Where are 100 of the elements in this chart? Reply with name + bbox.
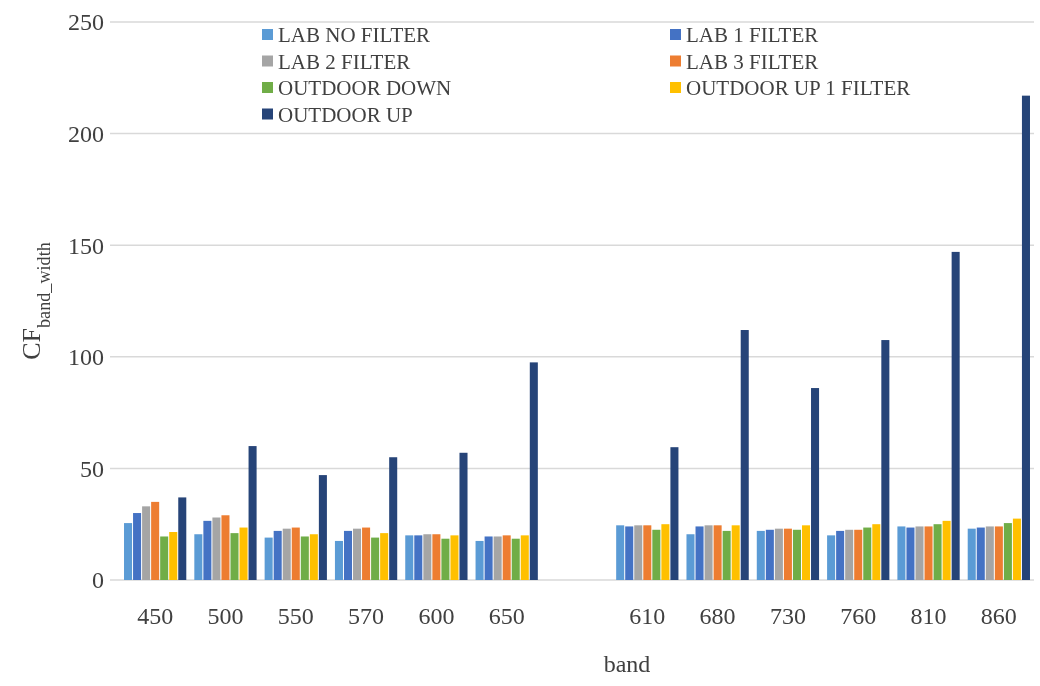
bar [529,362,538,580]
bar [643,525,652,580]
bar [520,535,529,580]
bar [915,526,924,580]
bar [405,535,414,580]
bar [976,527,985,580]
bar [212,517,221,580]
bar [133,513,142,580]
bar [897,526,906,580]
bar [731,525,740,580]
bar [248,446,257,580]
bar [792,529,801,580]
bar [942,520,951,580]
bar [756,530,765,580]
bar [722,530,731,580]
bar [371,537,380,580]
bar [264,537,273,580]
bar [713,525,722,580]
bar [475,540,484,580]
bar [863,527,872,580]
bar [221,515,230,580]
bar [160,536,169,580]
x-tick-label: 730 [769,603,806,629]
bar [124,523,133,580]
x-tick-label: 610 [629,603,666,629]
bar [362,527,371,580]
bar [670,447,679,580]
bar [300,536,309,580]
legend-label: OUTDOOR UP [278,102,413,127]
bar [985,526,994,580]
bar [169,532,178,580]
bar [151,501,160,580]
bar [906,527,915,580]
x-tick-label: 760 [840,603,877,629]
y-tick-label: 250 [68,9,104,36]
bar [353,528,362,580]
bar [695,526,704,580]
bar [282,528,291,580]
bar [343,530,353,580]
x-tick-label: 600 [418,603,455,629]
bar [836,530,845,580]
bar [230,533,239,580]
y-tick-label: 50 [80,455,104,482]
y-tick-label: 200 [68,121,104,147]
bar [309,534,318,580]
bar [661,524,670,580]
bar [1021,95,1030,580]
x-tick-label: 570 [348,603,385,629]
bar [625,526,634,580]
bar [203,520,212,580]
legend-label: LAB NO FILTER [278,23,431,48]
x-tick-label: 680 [699,603,736,629]
bar [318,475,327,580]
x-axis-title: band [603,651,651,677]
bar [1003,523,1012,580]
bar [194,534,203,580]
bar [933,524,942,580]
legend-label: LAB 2 FILTER [278,49,411,74]
bar [459,452,468,580]
bar [511,538,520,580]
bar [616,525,625,580]
bar [178,497,187,580]
bar [740,330,749,580]
bar [765,529,774,580]
bar [845,529,854,580]
y-tick-label: 100 [68,344,104,371]
x-tick-label: 500 [207,603,244,629]
bar [924,526,933,580]
bar [493,536,502,580]
legend-label: OUTDOOR DOWN [278,76,452,101]
x-tick-label: 810 [910,603,947,629]
bar [441,538,450,580]
bar [634,525,643,580]
x-tick-label: 860 [980,603,1017,629]
bar [686,534,695,580]
bar [1012,518,1021,580]
bar [502,535,511,580]
bar [881,340,890,580]
bar [801,525,811,580]
legend-label: OUTDOOR UP 1 FILTER [686,76,911,101]
bar [783,528,792,580]
bar [951,251,960,580]
x-tick-label: 550 [277,603,314,629]
y-tick-label: 0 [92,567,104,594]
bar [423,534,432,580]
bar [239,527,248,580]
legend-label: LAB 3 FILTER [686,49,819,74]
bar [273,530,282,580]
x-tick-label: 450 [137,603,174,629]
bar [432,534,441,580]
legend-label: LAB 1 FILTER [686,23,819,48]
bar [291,527,300,580]
bar [484,536,493,580]
bar [774,528,783,580]
bar [142,506,151,580]
bar [854,529,863,580]
y-tick-label: 150 [68,232,104,259]
bar [652,529,661,580]
bar [827,535,836,580]
x-tick-label: 650 [488,603,525,629]
